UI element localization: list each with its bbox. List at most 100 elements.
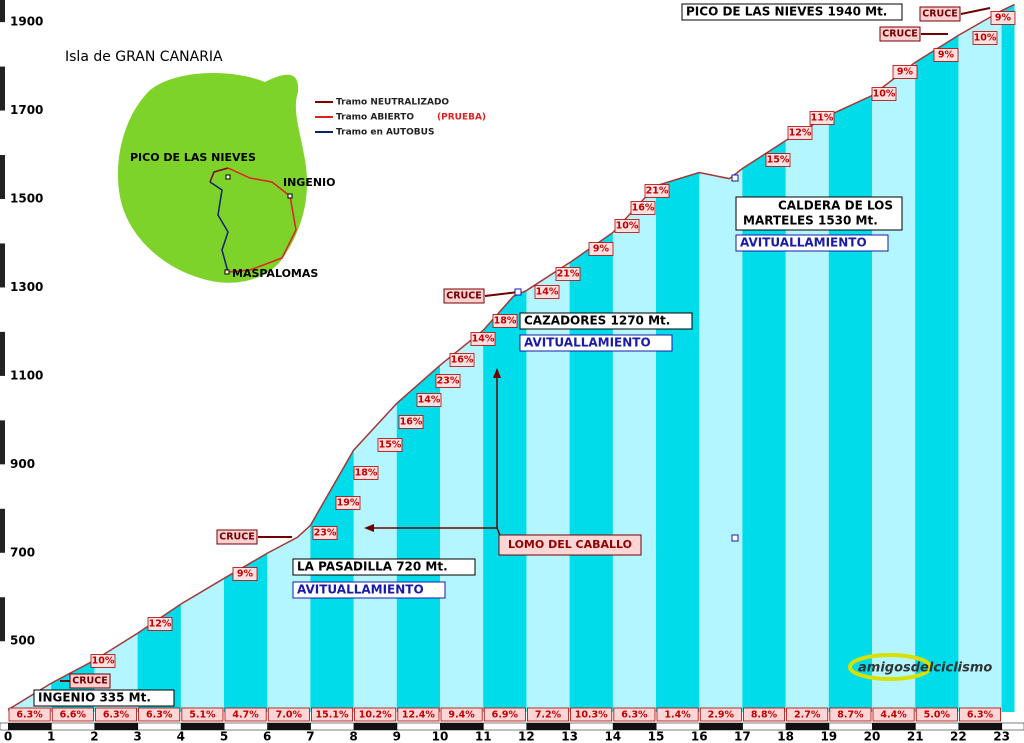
x-tick-label: 13 bbox=[561, 730, 578, 743]
gradient-note: 9% bbox=[995, 13, 1012, 24]
cruce-label: CRUCE bbox=[882, 29, 917, 40]
legend-label: Tramo ABIERTO bbox=[336, 113, 414, 123]
stripe bbox=[612, 4, 657, 712]
gradient-box bbox=[570, 707, 613, 722]
stripe bbox=[699, 4, 743, 712]
x-tick bbox=[353, 723, 397, 730]
gradient-box bbox=[310, 707, 353, 722]
label-box bbox=[519, 312, 693, 330]
gradient-box bbox=[354, 707, 397, 722]
gradient-box bbox=[440, 707, 483, 722]
cruce-label: CRUCE bbox=[72, 676, 107, 687]
gradient-note: 19% bbox=[337, 498, 360, 509]
gradient-note-box bbox=[470, 332, 496, 346]
x-tick bbox=[267, 723, 311, 730]
x-tick bbox=[440, 723, 484, 730]
place-label: INGENIO 335 Mt. bbox=[38, 691, 151, 705]
gradient-note: 9% bbox=[593, 244, 610, 255]
cruce-box bbox=[879, 26, 921, 42]
x-tick-label: 2 bbox=[90, 730, 98, 743]
gradient-note-box bbox=[588, 242, 614, 256]
gradient-note: 10% bbox=[974, 33, 997, 44]
stripe bbox=[915, 4, 959, 712]
x-tick bbox=[958, 723, 1002, 730]
gradient-label: 6.3% bbox=[967, 710, 994, 721]
gradient-box bbox=[95, 707, 138, 722]
gradient-box bbox=[224, 707, 267, 722]
y-tick bbox=[0, 597, 5, 642]
waypoint bbox=[731, 174, 739, 182]
gradient-note: 23% bbox=[437, 376, 460, 387]
gradient-label: 6.3% bbox=[16, 710, 43, 721]
legend-label: Tramo en AUTOBUS bbox=[336, 128, 434, 138]
gradient-note: 16% bbox=[400, 417, 423, 428]
gradient-box bbox=[743, 707, 786, 722]
label-box bbox=[498, 534, 642, 556]
gradient-note-box bbox=[335, 496, 361, 510]
gradient-label: 6.3% bbox=[146, 710, 173, 721]
x-tick-label: 11 bbox=[475, 730, 492, 743]
y-tick bbox=[0, 420, 5, 465]
gradient-note-box bbox=[765, 153, 791, 167]
gradient-box bbox=[786, 707, 829, 722]
gradient-note-box bbox=[377, 438, 403, 452]
cruce-line bbox=[960, 7, 991, 15]
label-box bbox=[33, 689, 175, 707]
x-tick-label: 18 bbox=[777, 730, 794, 743]
gradient-note: 14% bbox=[418, 395, 441, 406]
gradient-label: 1.4% bbox=[664, 710, 691, 721]
gradient-note-box bbox=[398, 415, 424, 429]
gradient-box bbox=[699, 707, 742, 722]
place-label: PICO DE LAS NIEVES 1940 Mt. bbox=[686, 5, 887, 19]
lomo-label: LOMO DEL CABALLO bbox=[508, 538, 632, 551]
x-tick-label: 1 bbox=[47, 730, 55, 743]
place-label: CAZADORES 1270 Mt. bbox=[524, 314, 670, 328]
gradient-note-box bbox=[492, 314, 518, 328]
cruce-box bbox=[216, 529, 258, 545]
y-tick bbox=[0, 508, 5, 553]
cruce-box bbox=[69, 673, 111, 689]
x-tick-label: 15 bbox=[648, 730, 665, 743]
gradient-label: 12.4% bbox=[402, 710, 435, 721]
stripe bbox=[958, 4, 1003, 712]
y-tick-label: 1900 bbox=[10, 15, 43, 29]
gradient-note-box bbox=[933, 48, 959, 62]
x-tick-label: 19 bbox=[820, 730, 837, 743]
gradient-note-box bbox=[90, 654, 116, 668]
gradient-note-box bbox=[809, 111, 835, 125]
gradient-note: 11% bbox=[811, 113, 834, 124]
stripe bbox=[872, 4, 916, 712]
gradient-box bbox=[8, 707, 51, 722]
stripe bbox=[526, 4, 571, 712]
y-tick bbox=[0, 66, 5, 111]
legend-label: Tramo NEUTRALIZADO bbox=[336, 98, 449, 108]
cruce-box bbox=[443, 288, 485, 304]
gradient-label: 4.4% bbox=[880, 710, 907, 721]
label-box bbox=[735, 196, 903, 231]
route-neutralized bbox=[209, 167, 229, 183]
gradient-box bbox=[829, 707, 872, 722]
cruce-box bbox=[919, 6, 961, 22]
x-tick bbox=[94, 723, 138, 730]
x-tick bbox=[8, 723, 52, 730]
x-tick-label: 0 bbox=[4, 730, 12, 743]
point bbox=[224, 269, 230, 275]
point bbox=[225, 174, 231, 180]
aid-label: AVITUALLAMIENTO bbox=[524, 336, 651, 350]
y-tick-label: 1500 bbox=[10, 192, 43, 206]
gradient-box bbox=[181, 707, 224, 722]
route-bus bbox=[209, 181, 229, 273]
gradient-note: 16% bbox=[451, 355, 474, 366]
x-tick-label: 22 bbox=[950, 730, 967, 743]
gradient-note-box bbox=[990, 11, 1016, 25]
x-tick-label: 4 bbox=[177, 730, 185, 743]
stripe bbox=[51, 4, 95, 712]
gradient-note-box bbox=[871, 87, 897, 101]
gradient-note-box bbox=[892, 65, 918, 79]
place-label: LA PASADILLA 720 Mt. bbox=[297, 560, 448, 574]
x-tick bbox=[612, 723, 656, 730]
y-tick-label: 1300 bbox=[10, 280, 43, 294]
gradient-note: 14% bbox=[536, 287, 559, 298]
place-label: CALDERA DE LOS bbox=[778, 199, 893, 213]
